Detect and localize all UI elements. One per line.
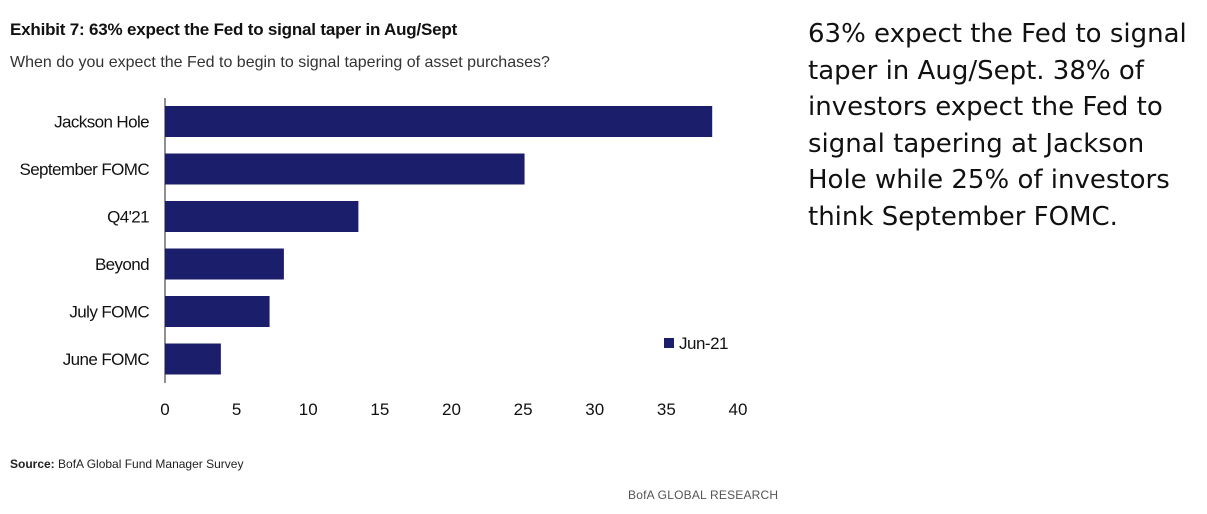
x-tick-label: 0 xyxy=(160,400,169,419)
legend-swatch xyxy=(664,338,674,348)
x-tick-labels: 0 5 10 15 20 25 30 35 40 xyxy=(160,400,747,419)
x-tick-label: 5 xyxy=(232,400,241,419)
x-tick-label: 15 xyxy=(370,400,389,419)
brand-footer: BofA GLOBAL RESEARCH xyxy=(628,488,779,502)
x-tick-label: 20 xyxy=(442,400,461,419)
source-note: Source: BofA Global Fund Manager Survey xyxy=(10,457,243,471)
x-tick-label: 35 xyxy=(657,400,676,419)
x-tick-label: 40 xyxy=(729,400,748,419)
x-tick-label: 25 xyxy=(514,400,533,419)
source-label: Source: xyxy=(10,457,55,471)
source-text: BofA Global Fund Manager Survey xyxy=(54,457,244,471)
bar-3 xyxy=(165,248,284,280)
category-label: Q4'21 xyxy=(107,208,149,227)
exhibit-title: Exhibit 7: 63% expect the Fed to signal … xyxy=(10,20,458,39)
bar-0 xyxy=(165,106,713,137)
category-label: June FOMC xyxy=(63,350,150,369)
bar-4 xyxy=(165,296,270,327)
bar-5 xyxy=(165,343,221,375)
bar-chart: Jackson Hole September FOMC Q4'21 Beyond Jul… xyxy=(19,98,747,419)
x-tick-label: 30 xyxy=(585,400,604,419)
bar-1 xyxy=(165,153,525,185)
exhibit-subtitle: When do you expect the Fed to begin to s… xyxy=(10,54,550,71)
category-label: July FOMC xyxy=(69,303,149,322)
x-tick-label: 10 xyxy=(299,400,318,419)
commentary-text: 63% expect the Fed to signal taper in Au… xyxy=(808,19,1187,232)
bars-group xyxy=(165,106,713,375)
legend: Jun-21 xyxy=(664,334,729,353)
category-label: Beyond xyxy=(95,255,149,274)
category-label: Jackson Hole xyxy=(54,113,149,132)
category-labels: Jackson Hole September FOMC Q4'21 Beyond Jul… xyxy=(19,113,149,370)
legend-label: Jun-21 xyxy=(679,334,728,353)
bar-2 xyxy=(165,201,359,232)
category-label: September FOMC xyxy=(19,160,149,179)
